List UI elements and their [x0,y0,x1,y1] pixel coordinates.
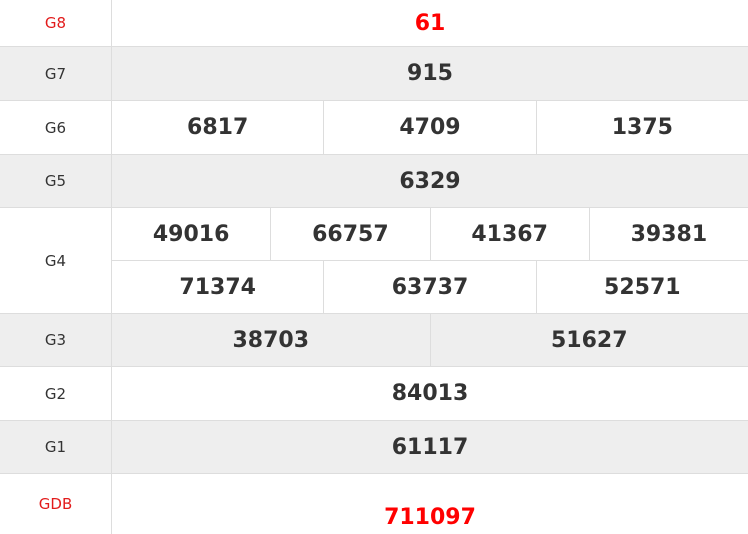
prize-number: 49016 [152,221,230,247]
number-line: 915 [112,47,748,100]
prize-number: 711097 [384,505,476,530]
prize-row-g8: G8 61 [0,0,748,47]
number-line: 71374 63737 52571 [112,260,748,313]
prize-number: 6329 [399,168,461,194]
prize-numbers: 38703 51627 [112,314,748,366]
prize-row-g7: G7 915 [0,47,748,101]
prize-row-g2: G2 84013 [0,367,748,421]
number-line: 49016 66757 41367 39381 [112,208,748,260]
number-line: 61 [112,0,748,46]
prize-numbers: 711097 [112,474,748,534]
prize-number: 71374 [179,274,256,300]
prize-numbers: 915 [112,47,748,100]
prize-number: 41367 [429,208,589,260]
prize-numbers: 6817 4709 1375 [112,101,748,154]
prize-number: 1375 [535,101,748,154]
prize-number: 39381 [588,208,748,260]
prize-label: G5 [0,155,112,207]
prize-numbers: 61117 [112,421,748,473]
prize-label: G3 [0,314,112,366]
prize-number: 51627 [429,314,748,366]
prize-numbers: 61 [112,0,748,46]
prize-row-g4: G4 49016 66757 41367 39381 71374 63737 52571 [0,208,748,314]
prize-row-g1: G1 61117 [0,421,748,474]
prize-number: 52571 [535,261,748,313]
prize-number: 915 [407,61,453,86]
number-line: 711097 [112,474,748,534]
prize-number: 61117 [391,434,469,460]
number-line: 6329 [112,155,748,207]
prize-label: G4 [0,208,112,313]
prize-row-g3: G3 38703 51627 [0,314,748,367]
prize-number: 84013 [391,381,469,406]
number-line: 61117 [112,421,748,473]
prize-number: 63737 [323,261,535,313]
prize-label: GDB [0,474,112,534]
prize-number: 38703 [232,327,310,353]
prize-numbers: 49016 66757 41367 39381 71374 63737 52571 [112,208,748,313]
prize-label: G8 [0,0,112,46]
prize-numbers: 84013 [112,367,748,420]
number-line: 84013 [112,367,748,420]
number-line: 38703 51627 [112,314,748,366]
prize-label: G2 [0,367,112,420]
number-line: 6817 4709 1375 [112,101,748,154]
prize-row-g5: G5 6329 [0,155,748,208]
prize-row-gdb: GDB 711097 [0,474,748,534]
prize-number: 61 [414,10,446,36]
prize-number: 66757 [270,208,429,260]
prize-label: G1 [0,421,112,473]
prize-label: G7 [0,47,112,100]
prize-number: 4709 [323,101,535,154]
prize-label: G6 [0,101,112,154]
prize-row-g6: G6 6817 4709 1375 [0,101,748,155]
prize-numbers: 6329 [112,155,748,207]
prize-number: 6817 [187,115,249,140]
